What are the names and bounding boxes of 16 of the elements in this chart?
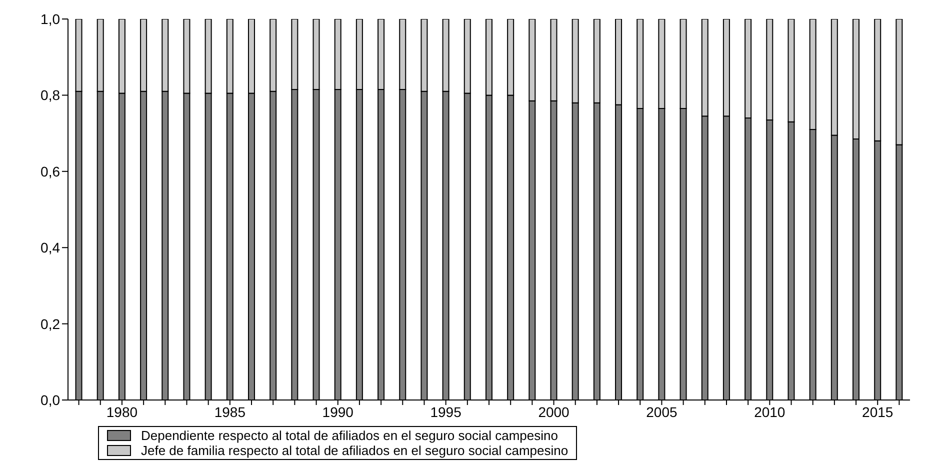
x-tick-label: 1995 [430,404,462,420]
y-tick-label: 0,6 [40,163,60,180]
y-tick-label: 0,8 [40,87,60,104]
legend-label: Dependiente respecto al total de afiliados en el seguro social campesino [141,428,558,443]
x-tick-label: 1980 [106,404,138,420]
y-tick-label: 0,4 [40,240,60,256]
x-tick-label: 2000 [538,404,570,420]
y-tick-label: 0,2 [40,316,60,332]
x-tick-label: 1990 [322,404,354,420]
x-tick-label: 1985 [214,404,246,420]
x-tick-label: 2005 [646,404,678,420]
legend-label: Jefe de familia respecto al total de afiliados en el seguro social campesino [141,443,568,458]
x-tick-label: 2015 [862,404,894,420]
y-tick-label: 1,0 [40,10,60,27]
x-tick-label: 2010 [754,404,786,420]
y-tick-label: 0,0 [40,392,60,408]
